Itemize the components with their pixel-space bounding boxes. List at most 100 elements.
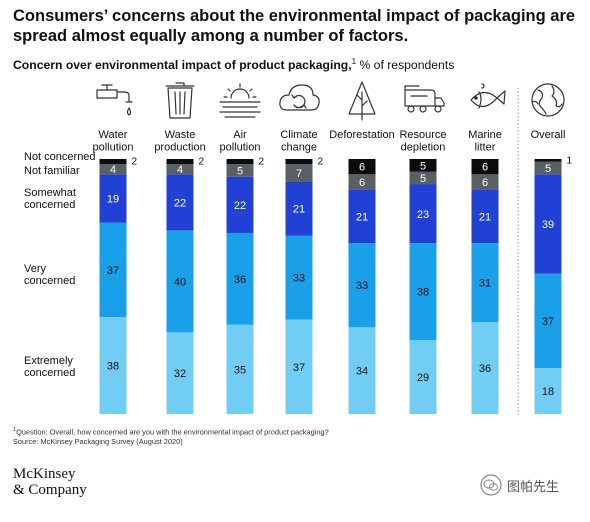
value-label-deforestation-somewhat: 21 — [356, 211, 368, 223]
value-label-air-pollution-not-concerned: 2 — [259, 157, 265, 168]
value-label-climate-change-very: 33 — [293, 273, 305, 285]
value-label-resource-depletion-somewhat: 23 — [417, 209, 429, 221]
value-label-air-pollution-extremely: 35 — [234, 364, 246, 376]
bar-water-pollution-extremely — [99, 317, 127, 414]
tree-icon — [348, 81, 376, 121]
category-label-resource-depletion-line-2: depletion — [401, 142, 446, 154]
bar-marine-litter-not-concerned — [471, 159, 499, 175]
bar-overall-very — [534, 273, 562, 369]
value-label-overall-extremely: 18 — [542, 386, 554, 398]
stacked-bar-chart: WaterpollutionWasteproductionAirpollutio… — [24, 81, 573, 415]
bar-climate-change-very — [285, 235, 313, 320]
category-label-marine-litter-line-1: Marine — [468, 129, 502, 141]
bar-water-pollution-somewhat — [99, 174, 127, 223]
category-label-overall: Overall — [531, 129, 566, 141]
tanker-truck-icon — [404, 85, 445, 113]
category-label-waste-production-line-1: Waste — [165, 129, 196, 141]
value-label-marine-litter-very: 31 — [479, 278, 491, 290]
bar-resource-depletion-not-familiar — [409, 171, 437, 185]
bar-air-pollution-not-concerned — [226, 159, 254, 165]
value-label-water-pollution-somewhat: 19 — [107, 194, 119, 206]
bars: 3837194232402242353622523733217234332166… — [99, 155, 573, 414]
mckinsey-logo: McKinsey & Company — [13, 466, 87, 498]
value-label-marine-litter-not-concerned: 6 — [482, 162, 488, 174]
footnote: 1Question: Overall, how concerned are yo… — [13, 426, 329, 446]
bar-air-pollution-somewhat — [226, 176, 254, 233]
value-label-overall-very: 37 — [542, 316, 554, 328]
footnote-source: Source: McKinsey Packaging Survey (Augus… — [13, 436, 183, 446]
value-label-waste-production-not-concerned: 2 — [199, 157, 205, 168]
category-label-climate-change-line-1: Climate — [280, 129, 317, 141]
value-label-water-pollution-very: 37 — [107, 265, 119, 277]
bar-deforestation-not-familiar — [348, 174, 376, 190]
category-label-resource-depletion-line-1: Resource — [399, 129, 446, 141]
trash-can-icon — [165, 82, 195, 119]
bar-marine-litter-somewhat — [471, 189, 499, 244]
value-label-overall-not-familiar: 5 — [545, 163, 551, 175]
bar-marine-litter-not-familiar — [471, 174, 499, 190]
value-label-waste-production-very: 40 — [174, 276, 186, 288]
value-label-air-pollution-not-familiar: 5 — [237, 165, 243, 177]
category-icons — [96, 81, 565, 121]
bar-air-pollution-not-familiar — [226, 164, 254, 177]
footnote-marker: 1 — [13, 427, 17, 433]
watermark: 图帕先生 — [480, 474, 559, 496]
category-labels: WaterpollutionWasteproductionAirpollutio… — [93, 129, 566, 154]
bar-overall-not-familiar — [534, 161, 562, 175]
bar-climate-change-not-familiar — [285, 164, 313, 182]
row-label-somewhat-line-2: concerned — [24, 199, 75, 211]
value-label-water-pollution-not-concerned: 2 — [132, 157, 138, 168]
bar-climate-change-not-concerned — [285, 159, 313, 165]
subtitle-footnote-marker: 1 — [351, 57, 357, 66]
bar-deforestation-not-concerned — [348, 159, 376, 175]
value-label-resource-depletion-very: 38 — [417, 287, 429, 299]
bar-climate-change-somewhat — [285, 181, 313, 236]
fish-icon — [470, 83, 506, 109]
bar-waste-production-very — [166, 230, 194, 333]
row-label-not-concerned: Not concerned — [24, 151, 96, 163]
row-label-very-line-1: Very — [24, 263, 47, 275]
smog-sun-icon — [219, 83, 261, 118]
bar-air-pollution-very — [226, 232, 254, 325]
brand-line-1: McKinsey — [13, 466, 76, 482]
bar-water-pollution-very — [99, 222, 127, 318]
category-label-deforestation: Deforestation — [329, 129, 394, 141]
bar-overall-not-concerned — [534, 159, 562, 162]
row-label-not-familiar: Not familiar — [24, 165, 80, 177]
watermark-text: 图帕先生 — [507, 478, 560, 494]
value-label-overall-not-concerned: 1 — [567, 155, 573, 166]
bar-waste-production-somewhat — [166, 174, 194, 231]
value-label-deforestation-very: 33 — [356, 280, 368, 292]
value-label-climate-change-not-familiar: 7 — [296, 168, 302, 180]
value-label-air-pollution-very: 36 — [234, 274, 246, 286]
value-label-marine-litter-not-familiar: 6 — [482, 177, 488, 189]
subtitle-unit: % of respondents — [359, 58, 455, 73]
value-label-climate-change-extremely: 37 — [293, 362, 305, 374]
bar-overall-somewhat — [534, 174, 562, 274]
wechat-icon — [480, 474, 502, 496]
category-label-air-pollution-line-1: Air — [233, 129, 247, 141]
bar-marine-litter-very — [471, 243, 499, 323]
category-label-marine-litter-line-2: litter — [475, 142, 496, 154]
value-label-waste-production-somewhat: 22 — [174, 197, 186, 209]
value-label-waste-production-extremely: 32 — [174, 368, 186, 380]
value-label-water-pollution-extremely: 38 — [107, 361, 119, 373]
subtitle-bold: Concern over environmental impact of pro… — [13, 58, 352, 73]
bar-water-pollution-not-familiar — [99, 164, 127, 175]
globe-icon — [531, 83, 565, 117]
value-label-deforestation-not-concerned: 6 — [359, 162, 365, 174]
value-label-water-pollution-not-familiar: 4 — [110, 164, 116, 176]
bar-overall-extremely — [534, 368, 562, 414]
bar-waste-production-not-familiar — [166, 164, 194, 175]
category-label-water-pollution-line-1: Water — [99, 129, 128, 141]
value-label-deforestation-not-familiar: 6 — [359, 177, 365, 189]
row-label-very-line-2: concerned — [24, 275, 75, 287]
bar-resource-depletion-very — [409, 243, 437, 341]
bar-resource-depletion-somewhat — [409, 184, 437, 244]
value-label-resource-depletion-extremely: 29 — [417, 372, 429, 384]
value-label-air-pollution-somewhat: 22 — [234, 200, 246, 212]
category-label-air-pollution-line-2: pollution — [220, 142, 261, 154]
value-label-resource-depletion-not-familiar: 5 — [420, 173, 426, 185]
row-label-somewhat-line-1: Somewhat — [24, 187, 76, 199]
category-label-waste-production-line-2: production — [154, 142, 205, 154]
